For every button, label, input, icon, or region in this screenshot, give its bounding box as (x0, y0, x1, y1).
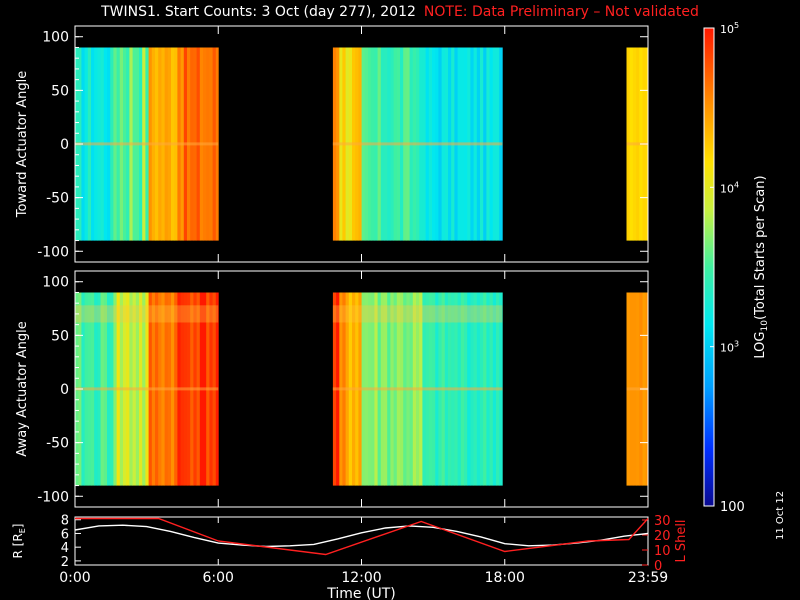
orbit-xlabel: Time (UT) (326, 586, 395, 600)
colorbar-label-pre: LOG (753, 332, 768, 359)
colorbar-tick-exp: 5 (734, 21, 739, 30)
away-ytick-label: -100 (37, 489, 69, 505)
toward-ytick-label: 0 (60, 137, 69, 153)
colorbar-tick-base: 10 (720, 342, 734, 355)
colorbar-tick-base: 10 (720, 182, 734, 195)
orbit-xtick-label: 23:59 (628, 570, 668, 586)
colorbar-tick-base: 10 (720, 23, 734, 36)
toward-ytick-label: 100 (42, 30, 69, 46)
toward-zero-angle-band (332, 142, 503, 146)
away-high-angle-band (75, 305, 219, 323)
away-panel: 100 50 0 -50 -100 Away Actuator Angle (15, 270, 649, 508)
colorbar-tick-exp: 3 (734, 340, 739, 349)
toward-data-block (75, 47, 219, 241)
orbit-ytick-right-label: 30 (654, 514, 671, 529)
toward-data-block (332, 47, 503, 241)
away-zero-angle-band (75, 387, 219, 391)
toward-ytick-label: -100 (37, 244, 69, 260)
orbit-xtick-label: 6:00 (203, 570, 234, 586)
away-zero-angle-band (332, 387, 503, 391)
toward-zero-angle-band (75, 142, 219, 146)
colorbar-tick-label: 100 (720, 500, 745, 515)
away-high-angle-band (332, 305, 503, 323)
toward-ytick-label: -50 (46, 191, 69, 207)
orbit-ytick-left-label: 6 (61, 527, 69, 542)
colorbar-label: LOG10(Total Starts per Scan) (753, 175, 770, 358)
date-stamp: 11 Oct 12 (775, 490, 786, 540)
away-zero-angle-band (626, 387, 648, 391)
title-main: TWINS1. Start Counts: 3 Oct (day 277), 2… (101, 4, 416, 20)
orbit-ylabel-left-sub: E (18, 528, 27, 533)
toward-panel: 100 50 0 -50 -100 Toward Actuator Angle (15, 25, 649, 263)
away-ylabel: Away Actuator Angle (15, 321, 30, 456)
colorbar-tick-label: 103 (720, 340, 739, 355)
orbit-ytick-right-label: 20 (654, 529, 671, 544)
orbit-ylabel-left-main: R [R (11, 533, 25, 558)
orbit-ytick-right-label: 10 (654, 544, 671, 559)
orbit-ytick-left-label: 2 (61, 555, 69, 570)
orbit-ytick-left-label: 4 (61, 541, 69, 556)
away-data-block (75, 292, 219, 486)
orbit-ylabel-left: R [RE] (11, 524, 27, 559)
colorbar-scale (703, 27, 715, 507)
away-data-block (332, 292, 503, 486)
orbit-ylabel-left-end: ] (11, 524, 25, 529)
colorbar-tick-label: 104 (720, 180, 739, 195)
toward-ytick-label: 50 (51, 83, 69, 99)
title-note: NOTE: Data Preliminary – Not validated (423, 4, 699, 20)
orbit-frame (74, 516, 649, 566)
lshell-line (75, 517, 649, 556)
toward-zero-angle-band (626, 142, 648, 146)
away-ytick-label: 100 (42, 275, 69, 291)
away-ytick-label: 50 (51, 328, 69, 344)
toward-ylabel: Toward Actuator Angle (15, 71, 30, 218)
colorbar-label-sub: 10 (760, 320, 770, 332)
orbit-ytick-right-label: 0 (654, 559, 662, 574)
away-ytick-label: 0 (60, 382, 69, 398)
chart-title: TWINS1. Start Counts: 3 Oct (day 277), 2… (0, 4, 800, 20)
orbit-xtick-label: 18:00 (485, 570, 525, 586)
orbit-xtick-label: 12:00 (341, 570, 381, 586)
colorbar-tick-label: 105 (720, 21, 739, 36)
orbit-xtick-label: 0:00 (59, 570, 90, 586)
colorbar-label-post: (Total Starts per Scan) (753, 175, 768, 320)
colorbar-tick-exp: 4 (734, 180, 739, 189)
away-ytick-label: -50 (46, 436, 69, 452)
orbit-ylabel-right: L Shell (674, 519, 689, 562)
orbit-ytick-left-label: 8 (61, 514, 69, 529)
